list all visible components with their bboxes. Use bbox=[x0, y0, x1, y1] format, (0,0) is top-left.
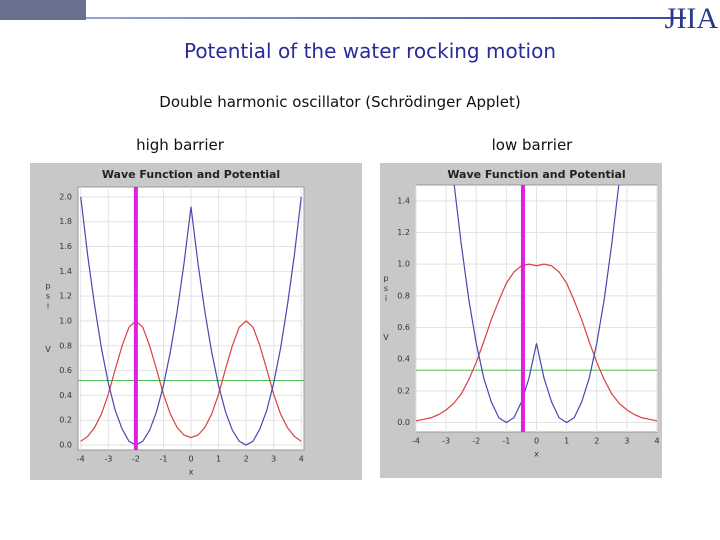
logo-left bbox=[0, 0, 86, 20]
x-tick-label: 1 bbox=[216, 455, 221, 464]
x-tick-label: 3 bbox=[624, 437, 629, 446]
x-tick-label: 1 bbox=[564, 437, 569, 446]
chart-title: Wave Function and Potential bbox=[447, 168, 625, 181]
y-tick-label: 1.4 bbox=[59, 267, 72, 276]
slide-title: Potential of the water rocking motion bbox=[184, 39, 556, 63]
y-tick-label: 2.0 bbox=[59, 192, 72, 201]
y-tick-label: 0.0 bbox=[59, 441, 72, 450]
series-line bbox=[416, 263, 657, 422]
series-line bbox=[80, 320, 302, 442]
y-tick-label: 0.0 bbox=[397, 418, 410, 427]
x-tick-label: -1 bbox=[502, 437, 510, 446]
y-axis-label: psi bbox=[382, 274, 391, 304]
x-tick-label: 4 bbox=[299, 455, 304, 464]
x-axis-label: x bbox=[189, 468, 194, 477]
y-tick-label: 0.2 bbox=[397, 386, 410, 395]
y-tick-label: 0.4 bbox=[59, 391, 72, 400]
y-axis-label: V bbox=[382, 333, 391, 343]
x-tick-label: -4 bbox=[77, 455, 85, 464]
x-tick-label: -1 bbox=[159, 455, 167, 464]
y-tick-label: 1.6 bbox=[59, 242, 72, 251]
y-tick-label: 0.4 bbox=[397, 355, 410, 364]
y-tick-label: 0.2 bbox=[59, 416, 72, 425]
x-tick-label: 2 bbox=[244, 455, 249, 464]
y-tick-label: 1.0 bbox=[59, 316, 72, 325]
y-tick-label: 1.0 bbox=[397, 260, 410, 269]
slide-subtitle: Double harmonic oscillator (Schrödinger … bbox=[159, 93, 520, 111]
x-tick-label: 0 bbox=[188, 455, 193, 464]
x-tick-label: -4 bbox=[412, 437, 420, 446]
x-axis-label: x bbox=[534, 450, 539, 459]
y-tick-label: 0.8 bbox=[397, 291, 410, 300]
series-line bbox=[453, 185, 620, 424]
chart-caption: low barrier bbox=[492, 136, 574, 154]
y-tick-label: 1.8 bbox=[59, 217, 72, 226]
x-tick-label: -2 bbox=[472, 437, 480, 446]
y-tick-label: 0.8 bbox=[59, 341, 72, 350]
y-tick-label: 0.6 bbox=[59, 366, 72, 375]
x-tick-label: -2 bbox=[132, 455, 140, 464]
y-tick-label: 1.2 bbox=[397, 228, 410, 237]
chart-caption: high barrier bbox=[136, 136, 225, 154]
chart-title: Wave Function and Potential bbox=[102, 168, 280, 181]
series-line bbox=[80, 196, 302, 446]
y-axis-label: psi bbox=[44, 282, 53, 312]
x-tick-label: 3 bbox=[271, 455, 276, 464]
y-tick-label: 1.2 bbox=[59, 292, 72, 301]
plot-lines bbox=[416, 185, 657, 432]
x-tick-label: 4 bbox=[654, 437, 659, 446]
x-tick-label: 0 bbox=[534, 437, 539, 446]
logo-right: JIIA bbox=[665, 2, 719, 35]
plot-lines bbox=[78, 187, 304, 450]
x-tick-label: -3 bbox=[442, 437, 450, 446]
header-rule bbox=[86, 17, 686, 19]
x-tick-label: -3 bbox=[104, 455, 112, 464]
x-tick-label: 2 bbox=[594, 437, 599, 446]
y-tick-label: 0.6 bbox=[397, 323, 410, 332]
y-axis-label: V bbox=[44, 345, 53, 355]
y-tick-label: 1.4 bbox=[397, 196, 410, 205]
